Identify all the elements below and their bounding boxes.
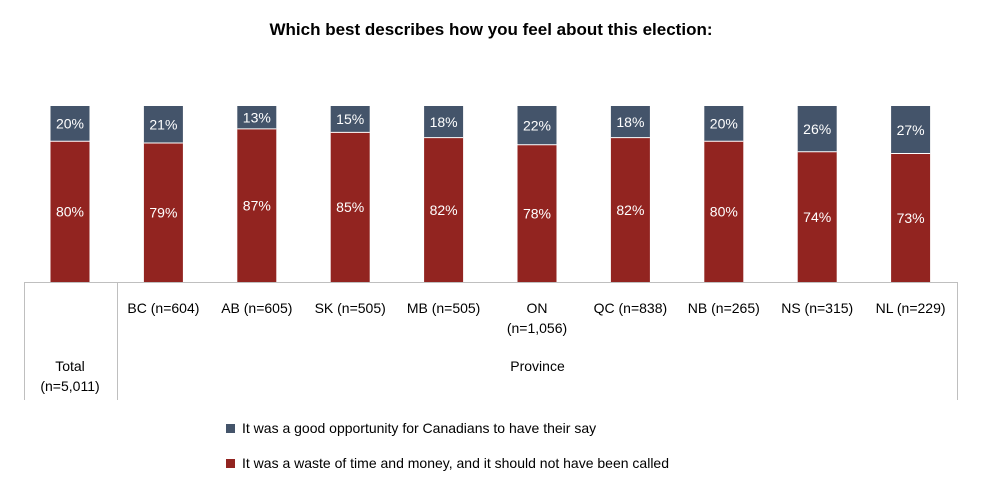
stacked-bar-chart: 80% 20% Total (n=5,011) 79% 21% BC (n=604) 87% 1… <box>24 106 958 400</box>
bar-opportunity-1 <box>143 106 183 143</box>
data-label-opportunity-6: 18% <box>616 114 644 130</box>
category-label-6-0: QC (n=838) <box>594 300 668 316</box>
data-label-opportunity-2: 13% <box>243 109 271 125</box>
category-label-5-1: (n=1,056) <box>507 320 567 336</box>
data-label-opportunity-9: 27% <box>897 122 925 138</box>
legend-swatch-waste <box>226 458 235 468</box>
data-label-opportunity-8: 26% <box>803 121 831 137</box>
bar-waste-6 <box>610 137 650 282</box>
data-label-opportunity-5: 22% <box>523 117 551 133</box>
legend-label-opportunity: It was a good opportunity for Canadians … <box>242 420 597 436</box>
bar-opportunity-0 <box>50 106 90 142</box>
bar-waste-0 <box>50 141 90 282</box>
data-label-waste-5: 78% <box>523 205 551 221</box>
bar-waste-8 <box>797 151 837 282</box>
data-label-opportunity-7: 20% <box>710 116 738 132</box>
category-label-1-0: BC (n=604) <box>127 300 199 316</box>
bar-waste-2 <box>237 128 277 282</box>
legend-item-opportunity: It was a good opportunity for Canadians … <box>226 420 596 436</box>
category-label-9-0: NL (n=229) <box>876 300 946 316</box>
bar-opportunity-6 <box>610 106 650 138</box>
bar-opportunity-7 <box>704 106 744 142</box>
category-label-7-0: NB (n=265) <box>688 300 760 316</box>
bar-opportunity-9 <box>891 106 931 154</box>
category-label-total-line1: Total <box>55 358 85 374</box>
category-label-8-0: NS (n=315) <box>781 300 853 316</box>
chart-title: Which best describes how you feel about … <box>269 20 713 39</box>
bar-waste-7 <box>704 141 744 282</box>
data-label-waste-3: 85% <box>336 199 364 215</box>
legend-item-waste: It was a waste of time and money, and it… <box>226 455 669 471</box>
legend-swatch-opportunity <box>226 423 235 433</box>
data-label-opportunity-3: 15% <box>336 111 364 127</box>
bar-opportunity-8 <box>797 106 837 152</box>
bar-waste-9 <box>891 153 931 282</box>
category-label-2-0: AB (n=605) <box>221 300 292 316</box>
category-label-3-0: SK (n=505) <box>315 300 386 316</box>
bar-opportunity-3 <box>330 106 370 133</box>
data-label-waste-7: 80% <box>710 204 738 220</box>
data-label-waste-2: 87% <box>243 197 271 213</box>
data-label-opportunity-4: 18% <box>430 114 458 130</box>
data-label-opportunity-0: 20% <box>56 116 84 132</box>
data-label-waste-9: 73% <box>897 210 925 226</box>
bar-opportunity-2 <box>237 106 277 129</box>
bar-waste-3 <box>330 132 370 282</box>
category-label-5-0: ON <box>527 300 548 316</box>
category-label-4-0: MB (n=505) <box>407 300 481 316</box>
group-label-province: Province <box>510 358 565 374</box>
category-label-total-line2: (n=5,011) <box>40 378 99 394</box>
data-label-waste-8: 74% <box>803 209 831 225</box>
bar-waste-5 <box>517 144 557 282</box>
legend-label-waste: It was a waste of time and money, and it… <box>242 455 669 471</box>
data-label-opportunity-1: 21% <box>149 116 177 132</box>
data-label-waste-1: 79% <box>149 204 177 220</box>
bar-waste-1 <box>143 142 183 282</box>
data-label-waste-6: 82% <box>616 202 644 218</box>
bar-opportunity-4 <box>424 106 464 138</box>
data-label-waste-0: 80% <box>56 204 84 220</box>
data-label-waste-4: 82% <box>430 202 458 218</box>
bar-opportunity-5 <box>517 106 557 145</box>
bar-waste-4 <box>424 137 464 282</box>
